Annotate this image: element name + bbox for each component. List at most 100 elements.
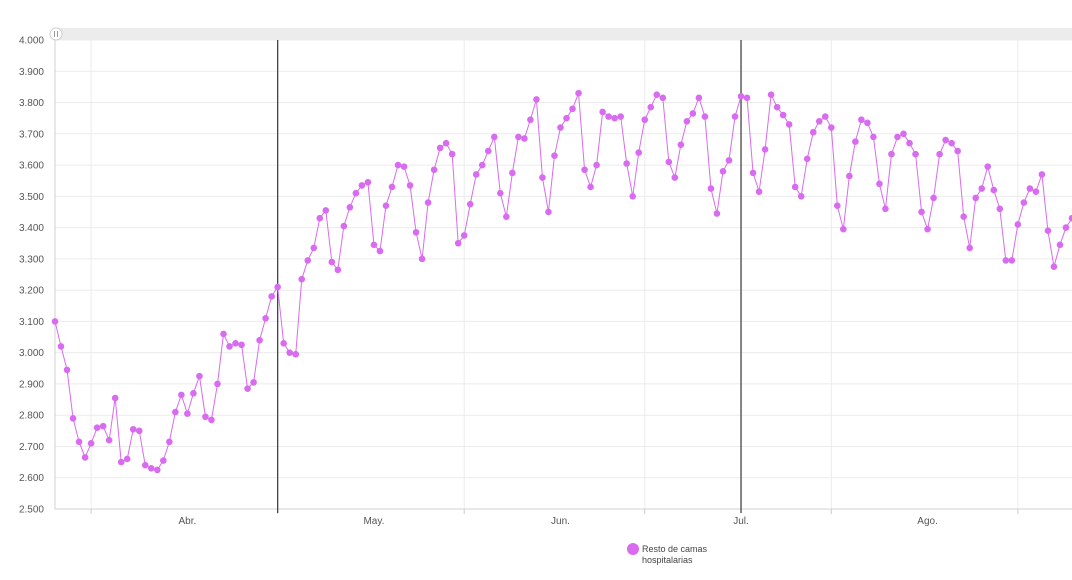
data-point[interactable] [701, 113, 709, 120]
legend-label-line2[interactable]: hospitalarias [642, 555, 693, 565]
data-point[interactable] [322, 207, 330, 214]
data-point[interactable] [827, 124, 835, 131]
data-point[interactable] [713, 210, 721, 217]
data-point[interactable] [852, 138, 859, 145]
data-point[interactable] [370, 241, 378, 249]
data-point[interactable] [196, 372, 203, 380]
data-point[interactable] [629, 193, 637, 200]
data-point[interactable] [442, 139, 450, 147]
data-point[interactable] [105, 436, 113, 444]
data-point[interactable] [858, 116, 865, 124]
data-point[interactable] [250, 379, 257, 386]
data-point[interactable] [864, 119, 871, 127]
data-point[interactable] [791, 183, 799, 191]
scrollbar-track[interactable] [55, 28, 1072, 40]
data-point[interactable] [292, 350, 300, 358]
data-point[interactable] [918, 208, 925, 216]
data-point[interactable] [761, 146, 769, 153]
data-point[interactable] [659, 94, 667, 102]
data-point[interactable] [1068, 214, 1072, 222]
data-point[interactable] [334, 266, 342, 274]
data-point[interactable] [990, 186, 998, 194]
data-point[interactable] [304, 257, 312, 264]
data-point[interactable] [1032, 188, 1040, 195]
data-point[interactable] [111, 394, 119, 402]
data-point[interactable] [707, 185, 715, 192]
data-point[interactable] [611, 114, 618, 122]
data-point[interactable] [882, 205, 889, 213]
data-point[interactable] [653, 91, 661, 99]
legend-swatch[interactable] [627, 543, 639, 555]
data-point[interactable] [797, 193, 805, 200]
data-point[interactable] [460, 232, 468, 239]
data-point[interactable] [984, 163, 992, 170]
data-point[interactable] [912, 150, 919, 158]
data-point[interactable] [184, 410, 191, 417]
data-point[interactable] [172, 408, 179, 416]
data-point[interactable] [51, 318, 59, 325]
data-point[interactable] [671, 174, 679, 181]
data-point[interactable] [815, 117, 823, 125]
data-point[interactable] [238, 341, 245, 349]
data-point[interactable] [503, 213, 510, 220]
data-point[interactable] [1056, 241, 1064, 249]
data-point[interactable] [262, 314, 269, 322]
data-point[interactable] [803, 155, 811, 163]
data-point[interactable] [599, 108, 606, 116]
data-point[interactable] [785, 121, 793, 128]
data-point[interactable] [424, 199, 432, 206]
data-point[interactable] [160, 457, 167, 464]
data-point[interactable] [244, 385, 251, 392]
data-point[interactable] [274, 283, 281, 291]
data-point[interactable] [178, 391, 185, 399]
data-point[interactable] [129, 425, 137, 433]
data-point[interactable] [936, 150, 943, 158]
data-point[interactable] [352, 189, 360, 197]
data-point[interactable] [942, 136, 949, 144]
data-point[interactable] [190, 390, 197, 397]
data-point[interactable] [448, 150, 456, 158]
data-point[interactable] [135, 427, 143, 435]
data-point[interactable] [888, 150, 895, 158]
data-point[interactable] [75, 438, 83, 446]
data-point[interactable] [617, 113, 624, 120]
data-point[interactable] [1038, 171, 1046, 178]
data-point[interactable] [497, 189, 504, 197]
data-point[interactable] [316, 214, 324, 222]
data-point[interactable] [647, 103, 655, 111]
data-point[interactable] [665, 158, 673, 166]
data-point[interactable] [509, 169, 516, 177]
data-point[interactable] [930, 194, 937, 202]
data-point[interactable] [683, 117, 691, 125]
data-point[interactable] [340, 222, 348, 230]
data-point[interactable] [972, 194, 980, 202]
legend-label-line1[interactable]: Resto de camas [642, 544, 708, 554]
data-point[interactable] [954, 147, 961, 155]
data-point[interactable] [978, 185, 986, 192]
data-point[interactable] [641, 116, 649, 124]
data-point[interactable] [472, 171, 480, 178]
data-point[interactable] [346, 203, 354, 211]
data-point[interactable] [677, 141, 685, 149]
data-point[interactable] [894, 133, 901, 141]
data-point[interactable] [737, 92, 745, 100]
data-point[interactable] [57, 343, 65, 350]
data-point[interactable] [490, 133, 498, 141]
data-point[interactable] [93, 424, 101, 432]
data-point[interactable] [521, 135, 528, 142]
data-point[interactable] [773, 103, 781, 111]
data-point[interactable] [1050, 263, 1058, 270]
data-point[interactable] [1002, 257, 1010, 264]
data-point[interactable] [960, 213, 967, 220]
data-point[interactable] [755, 188, 763, 195]
data-point[interactable] [996, 205, 1004, 213]
data-point[interactable] [539, 174, 546, 181]
data-point[interactable] [418, 255, 426, 263]
data-point[interactable] [515, 133, 522, 141]
data-point[interactable] [87, 440, 95, 447]
data-point[interactable] [876, 180, 883, 188]
data-point[interactable] [719, 168, 727, 175]
data-point[interactable] [593, 161, 600, 169]
data-point[interactable] [69, 415, 77, 422]
data-point[interactable] [310, 244, 318, 252]
